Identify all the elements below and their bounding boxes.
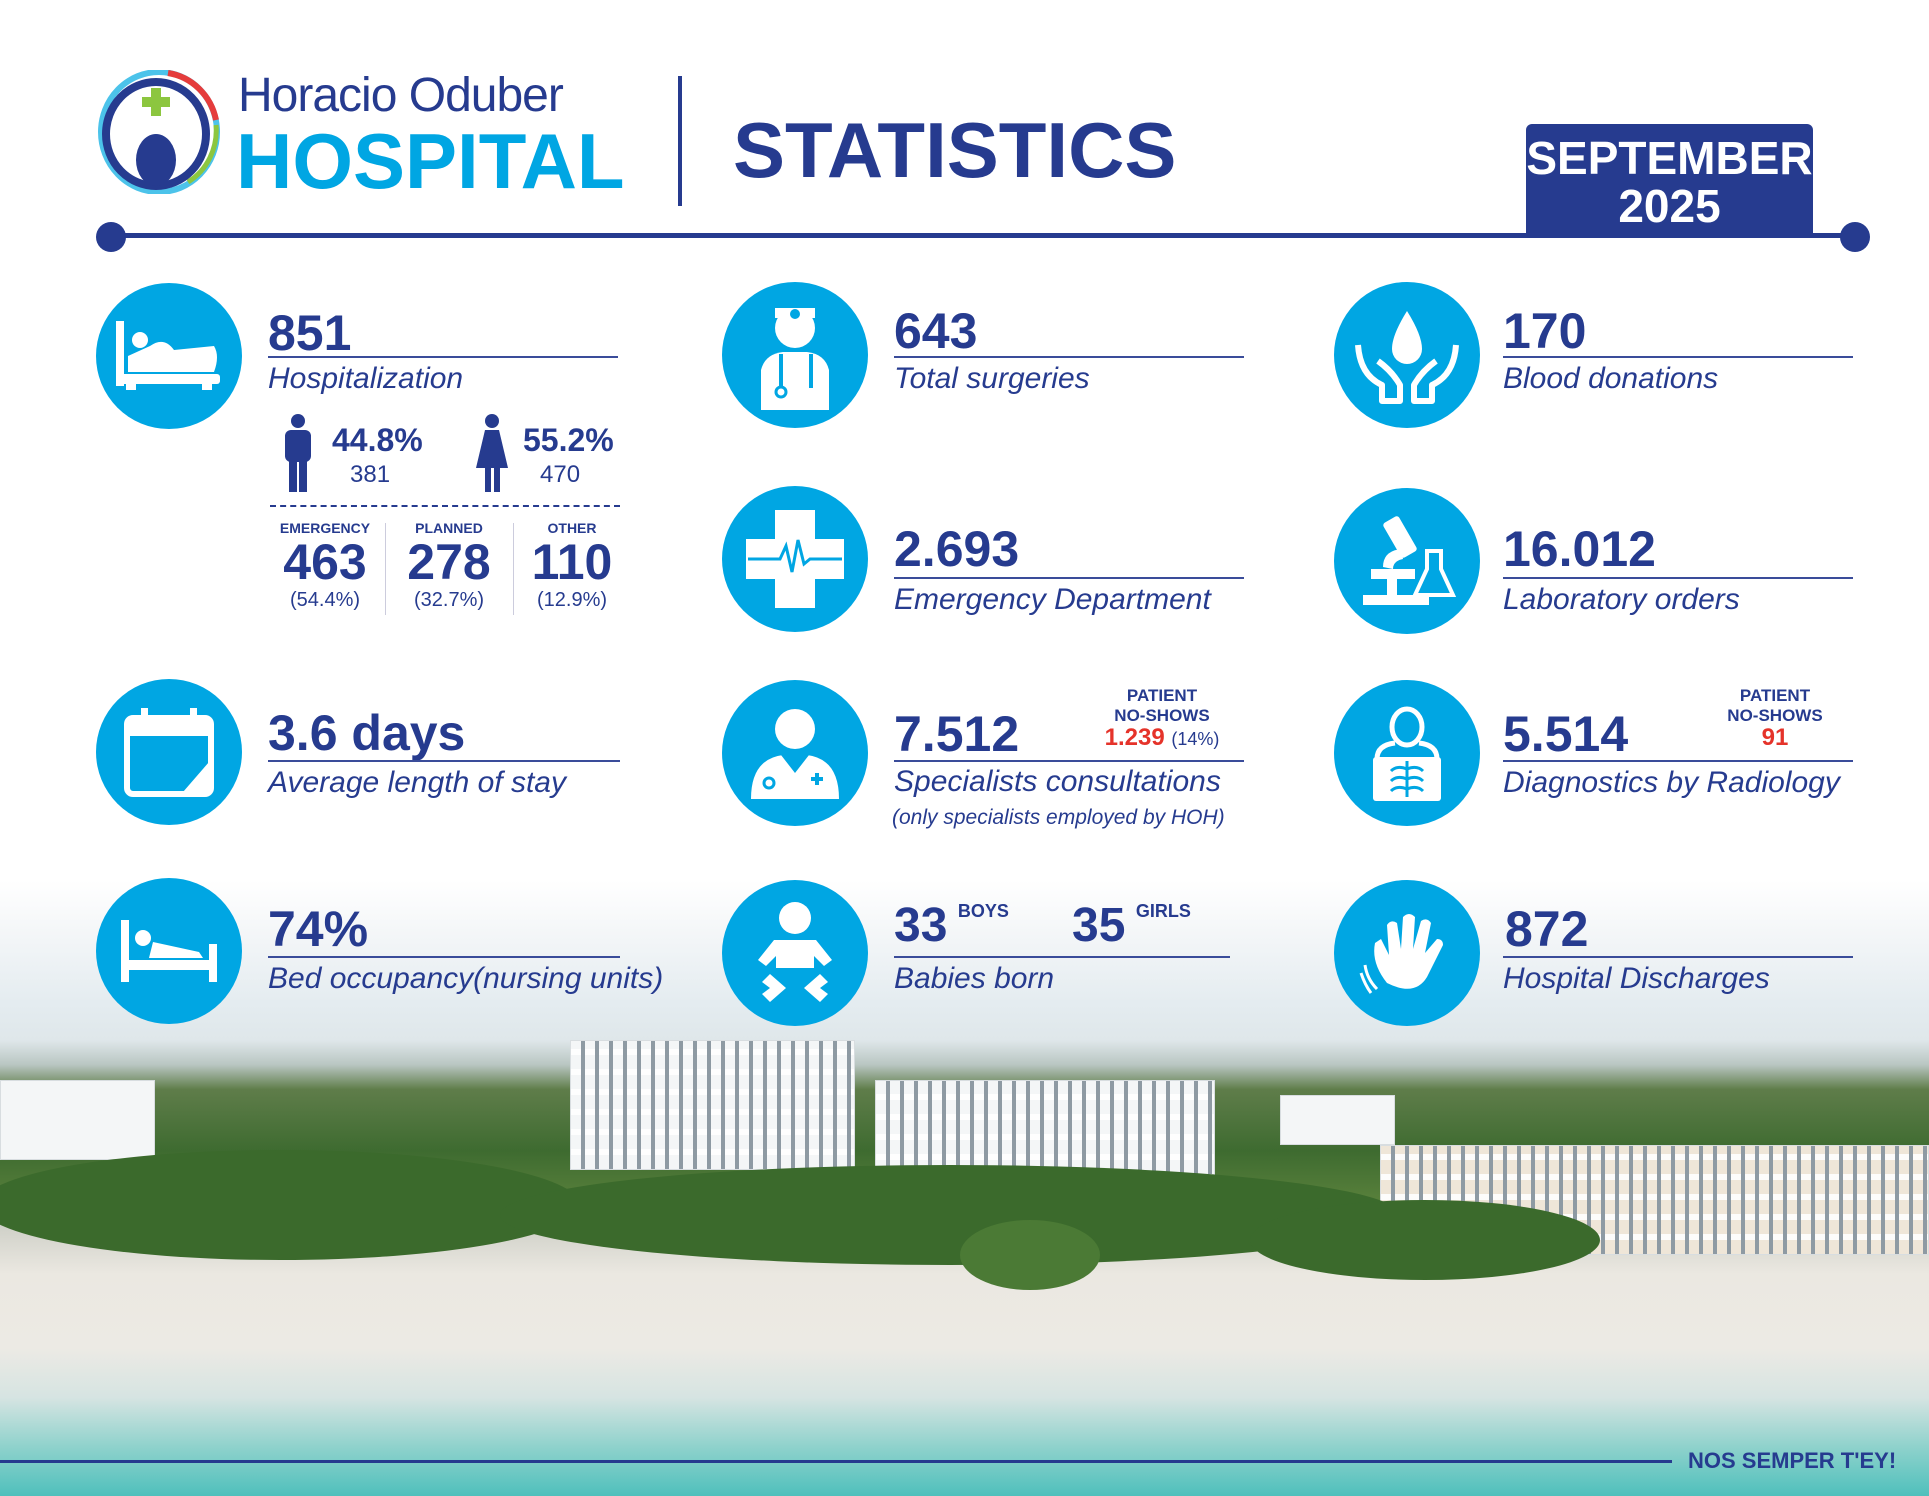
boys-label: BOYS bbox=[957, 901, 1009, 921]
surgeries-value: 643 bbox=[894, 303, 978, 359]
dashed-divider bbox=[270, 505, 620, 507]
type-value: 278 bbox=[407, 534, 491, 590]
logo-name: Horacio Oduber bbox=[238, 69, 564, 122]
female-count: 470 bbox=[540, 461, 581, 488]
male-percentage: 44.8% bbox=[332, 422, 423, 458]
divider bbox=[1503, 356, 1853, 358]
admission-type-emergency: EMERGENCY 463 (54.4%) bbox=[266, 520, 384, 612]
hospitalization-label: Hospitalization bbox=[268, 362, 464, 395]
beach-photo-background bbox=[0, 880, 1929, 1496]
xray-icon bbox=[1334, 680, 1480, 826]
divider bbox=[268, 956, 620, 958]
type-label: EMERGENCY bbox=[279, 520, 371, 536]
divider bbox=[894, 356, 1244, 358]
column-divider bbox=[513, 523, 514, 615]
noshow-title: PATIENT bbox=[1739, 686, 1811, 705]
surgeries-label: Total surgeries bbox=[894, 362, 1090, 395]
girls-count: 35 bbox=[1072, 899, 1126, 952]
discharges-value: 872 bbox=[1505, 901, 1589, 957]
specialists-note: (only specialists employed by HOH) bbox=[892, 806, 1225, 829]
hospitalization-value: 851 bbox=[268, 305, 352, 361]
girls-label: GIRLS bbox=[1135, 901, 1191, 921]
divider bbox=[268, 356, 618, 358]
specialists-value: 7.512 bbox=[894, 706, 1020, 762]
footer-motto: NOS SEMPER T'EY! bbox=[1688, 1448, 1897, 1473]
specialists-label: Specialists consultations bbox=[894, 765, 1221, 798]
lab-label: Laboratory orders bbox=[1503, 583, 1740, 616]
babies-label: Babies born bbox=[894, 962, 1055, 995]
column-divider bbox=[385, 523, 386, 615]
baby-icon bbox=[722, 880, 868, 1026]
emergency-label: Emergency Department bbox=[894, 583, 1211, 616]
babies-counts: 33 BOYS bbox=[894, 902, 1009, 950]
logo-hospital: HOSPITAL bbox=[236, 117, 625, 205]
medical-cross-heartbeat-icon bbox=[722, 486, 868, 632]
hospital-logo bbox=[98, 69, 220, 195]
specialists-noshows: PATIENT NO-SHOWS 1.239 (14%) bbox=[1100, 686, 1224, 751]
discharges-label: Hospital Discharges bbox=[1503, 962, 1770, 995]
hospital-building bbox=[570, 1040, 855, 1170]
occupancy-label: Bed occupancy(nursing units) bbox=[268, 962, 664, 995]
bed-icon bbox=[96, 878, 242, 1024]
divider bbox=[268, 760, 620, 762]
female-percentage: 55.2% bbox=[523, 422, 614, 458]
admission-type-other: OTHER 110 (12.9%) bbox=[516, 520, 628, 612]
divider bbox=[894, 956, 1230, 958]
type-label: PLANNED bbox=[415, 520, 483, 536]
radiology-label: Diagnostics by Radiology bbox=[1503, 766, 1840, 799]
waving-hand-icon bbox=[1334, 880, 1480, 1026]
divider bbox=[1503, 760, 1853, 762]
radiology-value: 5.514 bbox=[1503, 706, 1629, 762]
type-percentage: (54.4%) bbox=[289, 588, 361, 611]
blood-label: Blood donations bbox=[1503, 362, 1719, 395]
hospital-bed-patient-icon bbox=[96, 283, 242, 429]
radiology-noshows: PATIENT NO-SHOWS 91 bbox=[1715, 686, 1835, 751]
type-percentage: (32.7%) bbox=[413, 588, 485, 611]
footer-rule bbox=[0, 1460, 1672, 1463]
logo-emblem-icon bbox=[98, 69, 220, 195]
period-badge: SEPTEMBER 2025 bbox=[1526, 124, 1813, 236]
divider bbox=[1503, 956, 1853, 958]
type-value: 463 bbox=[283, 534, 367, 590]
surgeon-icon bbox=[722, 282, 868, 428]
header-divider bbox=[678, 76, 682, 206]
period-year: 2025 bbox=[1618, 180, 1721, 233]
occupancy-value: 74% bbox=[268, 901, 369, 957]
noshow-value: 91 bbox=[1761, 724, 1789, 752]
female-icon bbox=[476, 414, 508, 492]
admission-type-planned: PLANNED 278 (32.7%) bbox=[390, 520, 508, 612]
type-value: 110 bbox=[531, 534, 613, 590]
blood-drop-hands-icon bbox=[1334, 282, 1480, 428]
doctor-icon bbox=[722, 680, 868, 826]
divider bbox=[894, 760, 1244, 762]
period-month: SEPTEMBER bbox=[1526, 132, 1813, 184]
stay-label: Average length of stay bbox=[268, 766, 566, 799]
blood-value: 170 bbox=[1503, 303, 1587, 359]
type-label: OTHER bbox=[547, 520, 597, 536]
calendar-icon bbox=[96, 679, 242, 825]
header-rule bbox=[111, 233, 1855, 238]
rule-dot-left bbox=[96, 222, 126, 252]
girls-counts: 35 GIRLS bbox=[1072, 902, 1191, 950]
male-icon bbox=[285, 414, 311, 492]
page-title: STATISTICS bbox=[733, 106, 1177, 194]
noshow-value: 1.239 bbox=[1104, 724, 1165, 752]
stay-value: 3.6 days bbox=[268, 705, 466, 761]
noshow-title: NO-SHOWS bbox=[1727, 705, 1823, 725]
boys-count: 33 bbox=[894, 899, 948, 952]
microscope-icon bbox=[1334, 488, 1480, 634]
rule-dot-right bbox=[1840, 222, 1870, 252]
emergency-value: 2.693 bbox=[894, 521, 1020, 577]
noshow-title: PATIENT bbox=[1126, 686, 1198, 705]
lab-value: 16.012 bbox=[1503, 521, 1656, 577]
noshow-percentage: (14%) bbox=[1171, 729, 1220, 750]
type-percentage: (12.9%) bbox=[536, 588, 608, 611]
noshow-title: NO-SHOWS bbox=[1114, 705, 1210, 725]
divider bbox=[894, 577, 1244, 579]
divider bbox=[1503, 577, 1853, 579]
male-count: 381 bbox=[350, 461, 391, 488]
